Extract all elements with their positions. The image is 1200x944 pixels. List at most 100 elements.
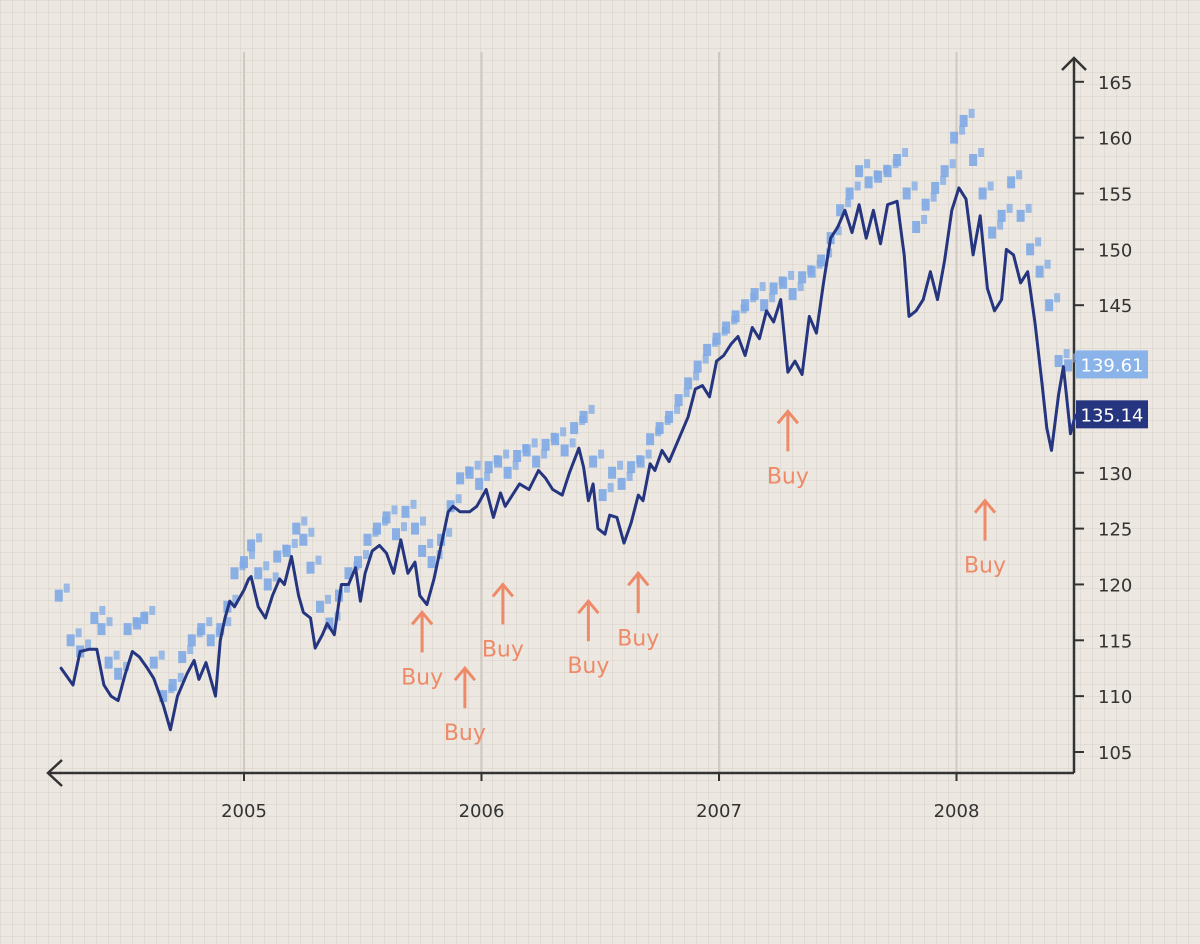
secondary-data-point: [1035, 237, 1042, 247]
buy-label: Buy: [567, 654, 609, 679]
secondary-data-point: [299, 533, 308, 546]
secondary-data-point: [418, 544, 427, 557]
buy-label: Buy: [767, 464, 809, 489]
secondary-data-point: [617, 460, 624, 470]
secondary-data-point: [97, 623, 106, 636]
secondary-data-point: [503, 449, 510, 459]
secondary-data-point: [306, 561, 315, 574]
secondary-data-point: [177, 672, 184, 682]
buy-annotation: Buy: [617, 570, 659, 651]
buy-label: Buy: [444, 721, 486, 746]
secondary-data-point: [503, 466, 512, 479]
secondary-data-point: [750, 288, 759, 301]
buy-annotation: Buy: [401, 610, 443, 690]
secondary-data-point: [99, 605, 106, 615]
secondary-data-point: [263, 578, 272, 591]
secondary-data-point: [455, 494, 462, 504]
secondary-data-point: [978, 187, 987, 200]
secondary-data-point: [104, 656, 113, 669]
secondary-data-point: [282, 544, 291, 557]
buy-annotation: Buy: [444, 665, 486, 746]
secondary-data-point: [354, 556, 362, 569]
secondary-data-point: [512, 460, 519, 470]
secondary-data-point: [325, 594, 331, 604]
secondary-data-point: [1007, 176, 1016, 189]
secondary-data-point: [373, 522, 381, 535]
secondary-data-point: [835, 226, 842, 236]
secondary-data-point: [598, 449, 605, 459]
secondary-data-point: [779, 276, 788, 289]
secondary-data-point: [308, 527, 315, 537]
secondary-data-point: [316, 600, 324, 613]
secondary-data-point: [988, 226, 997, 239]
secondary-data-point: [969, 153, 978, 166]
secondary-data-point: [864, 176, 873, 189]
secondary-data-point: [85, 639, 92, 649]
secondary-data-point: [301, 516, 308, 526]
secondary-data-point: [1063, 349, 1070, 359]
secondary-data-point: [854, 181, 861, 191]
secondary-data-point: [158, 650, 165, 660]
secondary-data-point: [187, 645, 194, 655]
secondary-data-point: [807, 265, 816, 278]
secondary-data-point: [382, 511, 391, 524]
buy-arrow-head: [776, 408, 800, 425]
secondary-data-point: [140, 611, 149, 624]
secondary-data-point: [722, 321, 731, 334]
secondary-data-point: [254, 567, 263, 580]
secondary-data-point: [541, 438, 550, 451]
secondary-data-point: [684, 377, 693, 390]
secondary-data-point: [363, 550, 369, 560]
y-tick-label: 115: [1098, 631, 1132, 652]
secondary-data-point: [344, 567, 353, 580]
secondary-data-point: [513, 449, 522, 462]
secondary-data-point: [344, 583, 350, 593]
secondary-data-point: [401, 505, 410, 518]
secondary-data-point: [401, 522, 407, 532]
secondary-data-point: [168, 678, 177, 691]
secondary-data-point: [940, 175, 947, 185]
secondary-data-point: [216, 623, 225, 636]
secondary-data-point: [693, 360, 702, 373]
secondary-data-point: [474, 460, 481, 470]
secondary-data-point: [1054, 293, 1061, 303]
secondary-series-dots: [54, 108, 1080, 703]
secondary-data-point: [63, 583, 70, 593]
secondary-data-point: [931, 181, 940, 194]
secondary-data-point: [836, 204, 845, 217]
secondary-data-point: [817, 254, 826, 267]
secondary-data-point: [702, 354, 709, 364]
secondary-data-point: [683, 388, 690, 398]
y-tick-label: 165: [1098, 73, 1132, 94]
secondary-data-point: [315, 555, 322, 565]
secondary-data-point: [930, 192, 937, 202]
secondary-data-point: [363, 533, 372, 546]
secondary-data-point: [106, 617, 113, 627]
secondary-data-point: [845, 187, 854, 200]
x-tick-label: 2008: [934, 801, 980, 822]
x-axis-arrow-left: [46, 759, 63, 787]
buy-annotation: Buy: [482, 582, 524, 662]
buy-label: Buy: [617, 626, 659, 651]
secondary-data-point: [1006, 203, 1013, 213]
secondary-data-point: [113, 650, 120, 660]
y-tick-label: 130: [1098, 464, 1132, 485]
y-tick-label: 150: [1098, 240, 1132, 261]
secondary-data-point: [560, 427, 567, 437]
secondary-data-point: [465, 466, 474, 479]
y-tick-label: 155: [1098, 185, 1132, 206]
secondary-data-point: [712, 332, 721, 345]
buy-arrow-head: [577, 598, 600, 615]
secondary-data-point: [598, 489, 607, 502]
secondary-data-point: [247, 539, 256, 552]
secondary-data-point: [874, 170, 883, 183]
secondary-data-point: [987, 181, 994, 191]
x-tick-label: 2006: [459, 801, 505, 822]
secondary-data-point: [197, 623, 206, 636]
secondary-data-point: [187, 634, 196, 647]
secondary-data-point: [902, 147, 909, 157]
secondary-data-point: [249, 550, 255, 560]
secondary-data-point: [446, 527, 453, 537]
secondary-data-point: [273, 550, 282, 563]
secondary-data-point: [123, 623, 132, 636]
